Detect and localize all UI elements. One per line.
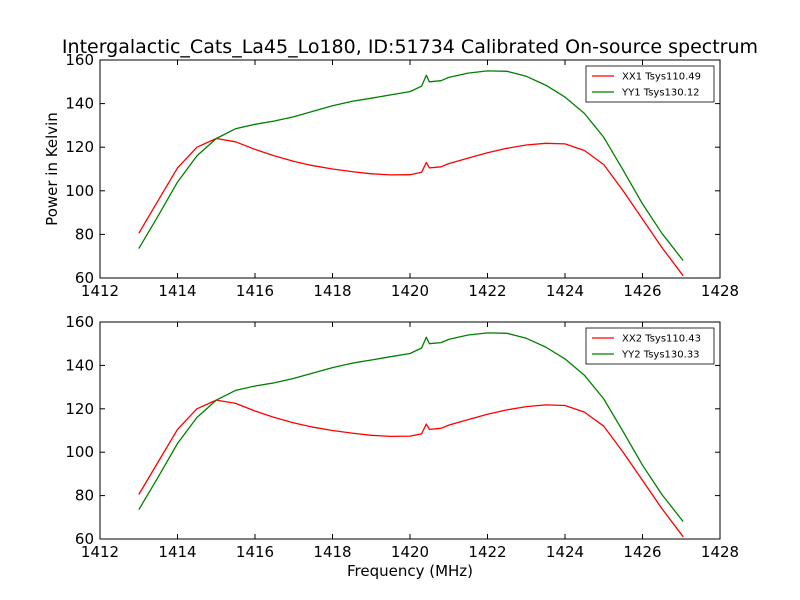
legend-label: YY2 Tsys130.33 (621, 350, 700, 361)
x-tick-label: 1418 (313, 282, 351, 300)
y-tick-label: 120 (65, 138, 94, 156)
x-tick-label: 1426 (623, 282, 661, 300)
x-tick-label: 1412 (81, 282, 119, 300)
y-tick-label: 140 (65, 356, 94, 374)
x-tick-label: 1426 (623, 543, 661, 561)
subplot-1: 1412 1414 1416 1418 1420 1422 1424 1426 1428 60 80… (43, 51, 739, 300)
x-tick-label: 1422 (468, 543, 506, 561)
series-line-yy (138, 332, 684, 523)
legend-box (585, 327, 715, 365)
x-tick-label: 1412 (81, 543, 119, 561)
y-tick-label: 60 (75, 530, 94, 548)
y-tick-label: 80 (75, 225, 94, 243)
y-tick-label: 100 (65, 443, 94, 461)
x-tick-label: 1428 (701, 282, 739, 300)
y-tick-label: 80 (75, 487, 94, 505)
series-line-yy (138, 70, 684, 261)
x-tick-label: 1418 (313, 543, 351, 561)
y-tick-label: 120 (65, 400, 94, 418)
y-tick-label: 160 (65, 51, 94, 69)
legend-box (585, 65, 715, 103)
x-tick-label: 1420 (391, 282, 429, 300)
x-tick-label: 1416 (236, 282, 274, 300)
legend-label: XX1 Tsys110.49 (622, 72, 701, 83)
legend: XX1 Tsys110.49 YY1 Tsys130.12 (585, 65, 715, 103)
y-axis-label: Power in Kelvin (43, 112, 61, 226)
y-tick-label: 160 (65, 313, 94, 331)
legend-label: YY1 Tsys130.12 (621, 88, 700, 99)
series-line-xx (138, 137, 684, 277)
x-tick-label: 1420 (391, 543, 429, 561)
figure-title: Intergalactic_Cats_La45_Lo180, ID:51734 … (62, 36, 758, 58)
series-line-xx (138, 399, 684, 538)
x-tick-label: 1424 (546, 543, 584, 561)
x-tick-label: 1428 (701, 543, 739, 561)
x-axis-label: Frequency (MHz) (347, 562, 473, 580)
y-tick-label: 100 (65, 182, 94, 200)
subplots: 1412 1414 1416 1418 1420 1422 1424 1426 1428 60 80… (43, 51, 739, 580)
x-tick-label: 1414 (158, 543, 196, 561)
x-tick-label: 1424 (546, 282, 584, 300)
subplot-2: 1412 1414 1416 1418 1420 1422 1424 1426 1428 60 80… (65, 313, 739, 580)
x-tick-label: 1414 (158, 282, 196, 300)
x-tick-label: 1422 (468, 282, 506, 300)
legend-label: XX2 Tsys110.43 (622, 334, 701, 345)
legend: XX2 Tsys110.43 YY2 Tsys130.33 (585, 327, 715, 365)
y-tick-label: 140 (65, 95, 94, 113)
x-tick-label: 1416 (236, 543, 274, 561)
y-tick-label: 60 (75, 269, 94, 287)
